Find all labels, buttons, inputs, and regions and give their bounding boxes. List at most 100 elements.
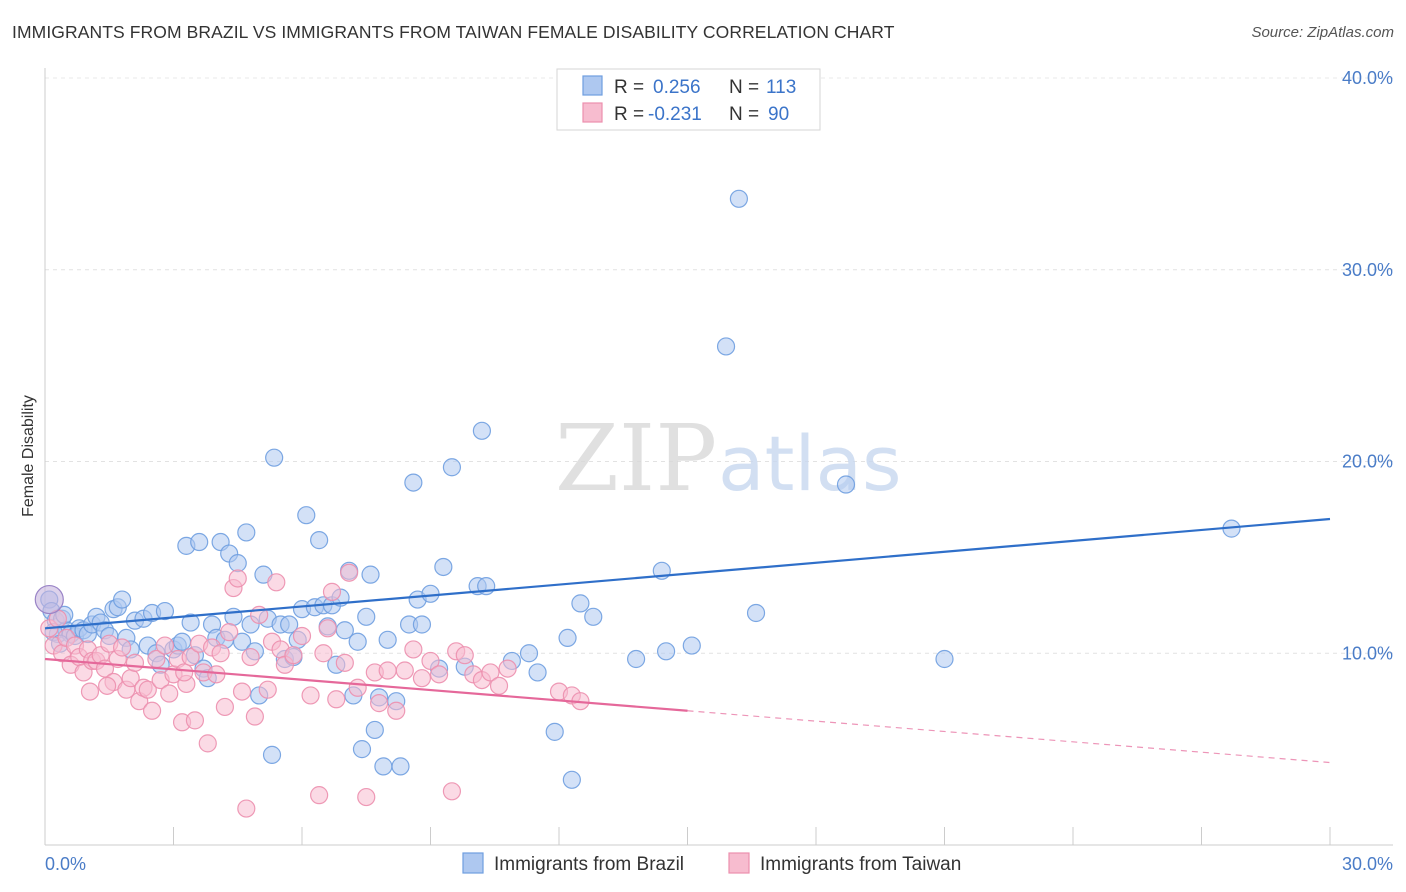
point-brazil-98: [571, 594, 590, 613]
axes: [44, 68, 1393, 846]
point-taiwan-75: [421, 651, 440, 671]
point-brazil-73: [361, 565, 380, 584]
point-taiwan-63: [327, 690, 346, 709]
chart-title: IMMIGRANTS FROM BRAZIL VS IMMIGRANTS FRO…: [12, 22, 895, 42]
stats-legend: R = 0.256 N = 113 R = -0.231 N = 90: [556, 68, 821, 131]
watermark-zip: ZIP: [555, 405, 717, 512]
stats-legend-r-value-brazil: 0.256: [653, 77, 701, 98]
point-brazil-90: [472, 421, 491, 440]
point-brazil-43: [228, 554, 247, 573]
point-taiwan-82: [481, 663, 500, 682]
y-tick-label-0: 10.0%: [1342, 643, 1393, 663]
source-credit: Source: ZipAtlas.com: [1251, 24, 1394, 41]
point-brazil-76: [374, 757, 393, 776]
point-taiwan-77: [442, 782, 462, 801]
point-taiwan-56: [284, 646, 303, 665]
point-brazil-27: [155, 601, 175, 621]
point-brazil-106: [746, 603, 766, 623]
point-brazil-86: [434, 557, 453, 577]
point-brazil-74: [365, 720, 384, 740]
point-brazil-45: [237, 523, 256, 542]
point-brazil-34: [190, 532, 209, 552]
point-brazil-81: [404, 473, 423, 492]
trend-lines: [44, 517, 1331, 764]
point-taiwan-72: [395, 661, 414, 680]
point-taiwan-76: [429, 665, 449, 684]
stats-legend-n-value-taiwan: 90: [768, 104, 789, 125]
stats-legend-r-label-brazil: R =: [614, 77, 644, 98]
point-taiwan-46: [232, 682, 252, 701]
y-tick-label-2: 30.0%: [1342, 260, 1393, 280]
y-tick-label-3: 40.0%: [1342, 68, 1393, 88]
data-points: [34, 189, 1241, 818]
point-taiwan-34: [181, 647, 200, 667]
tick-labels: 10.0% 20.0% 30.0% 40.0% 0.0% 30.0%: [45, 68, 1393, 874]
point-brazil-83: [412, 615, 432, 634]
point-brazil-108: [935, 649, 954, 669]
point-brazil-52: [265, 448, 284, 467]
series-legend-swatch-taiwan: [728, 852, 750, 874]
point-brazil-61: [310, 531, 329, 550]
point-taiwan-43: [220, 623, 239, 642]
point-taiwan-65: [340, 563, 359, 582]
point-taiwan-83: [489, 676, 509, 695]
point-brazil-51: [262, 745, 282, 764]
point-taiwan-79: [455, 646, 474, 665]
stats-legend-n-value-brazil: 113: [766, 77, 796, 98]
point-taiwan-62: [322, 582, 342, 601]
point-brazil-96: [558, 628, 577, 648]
point-brazil-44: [232, 632, 252, 651]
stats-legend-r-value-taiwan: -0.231: [648, 104, 702, 125]
point-taiwan-41: [211, 644, 230, 663]
point-taiwan-47: [237, 799, 256, 818]
watermark-atlas: atlas: [718, 419, 902, 508]
point-brazil-107: [836, 475, 856, 494]
point-brazil-55: [280, 615, 299, 634]
point-cluster-origin: [34, 584, 64, 615]
stats-legend-swatch-brazil: [582, 75, 603, 96]
series-legend-swatch-brazil: [462, 852, 484, 874]
point-brazil-71: [352, 740, 372, 759]
point-brazil-95: [545, 722, 564, 741]
point-taiwan-69: [370, 694, 389, 713]
point-taiwan-67: [357, 787, 376, 807]
series-legend-label-brazil: Immigrants from Brazil: [494, 854, 684, 875]
point-taiwan-70: [378, 661, 397, 680]
point-taiwan-24: [138, 680, 157, 699]
point-taiwan-88: [175, 663, 194, 682]
point-taiwan-64: [335, 653, 354, 672]
stats-legend-n-label-brazil: N =: [729, 77, 759, 98]
point-brazil-99: [584, 607, 603, 626]
point-taiwan-53: [267, 573, 286, 592]
point-brazil-94: [528, 663, 547, 682]
point-taiwan-73: [404, 640, 423, 659]
point-taiwan-89: [98, 676, 117, 695]
point-brazil-70: [348, 632, 367, 651]
point-taiwan-18: [112, 638, 132, 657]
point-brazil-100: [626, 649, 646, 669]
x-tick-label-0: 0.0%: [45, 854, 86, 874]
point-brazil-103: [682, 636, 701, 655]
series-legend: Immigrants from Brazil Immigrants from T…: [462, 852, 961, 875]
point-taiwan-71: [387, 701, 406, 720]
point-brazil-84: [421, 584, 440, 603]
point-taiwan-35: [185, 711, 205, 730]
y-tick-label-1: 20.0%: [1342, 452, 1393, 472]
point-taiwan-29: [160, 684, 179, 703]
point-brazil-30: [172, 632, 192, 651]
point-taiwan-42: [215, 697, 234, 717]
stats-legend-swatch-taiwan: [582, 102, 603, 123]
trend-line-brazil: [44, 517, 1331, 630]
point-brazil-77: [378, 630, 397, 649]
point-brazil-93: [519, 644, 539, 663]
point-brazil-105: [729, 189, 749, 208]
point-taiwan-57: [292, 626, 312, 646]
point-brazil-59: [297, 506, 316, 525]
point-taiwan-74: [412, 669, 432, 688]
stats-legend-n-label-taiwan: N =: [729, 104, 759, 125]
point-taiwan-61: [318, 619, 337, 638]
point-brazil-97: [562, 770, 581, 789]
point-taiwan-59: [310, 786, 329, 805]
point-taiwan-84: [498, 659, 517, 678]
